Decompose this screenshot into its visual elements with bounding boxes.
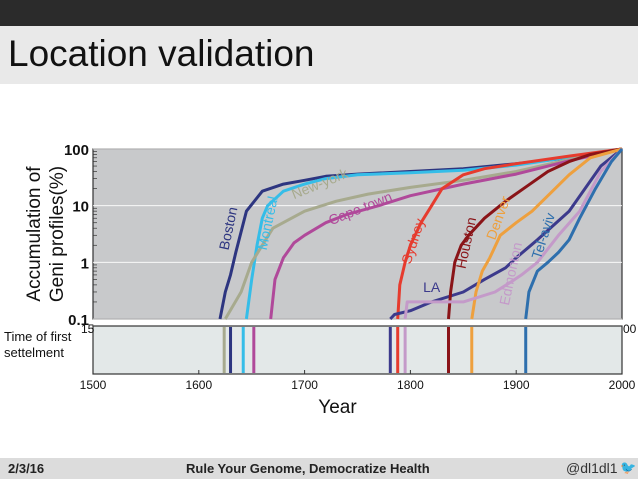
x-tick-label: 1700 — [291, 378, 318, 392]
series-line-sydney — [396, 147, 623, 320]
title-bar — [0, 26, 638, 84]
y-tick-label: 100 — [64, 142, 89, 159]
y-tick-label: 10 — [72, 199, 89, 216]
slide-title: Location validation — [8, 33, 315, 74]
settlement-panel-background — [92, 325, 623, 375]
x-tick-label: 1600 — [185, 378, 212, 392]
y-tick-label: 1 — [81, 255, 89, 272]
series-line-cape-town — [269, 147, 623, 320]
x-tick-label: 2000 — [609, 378, 636, 392]
series-label-la: LA — [423, 279, 441, 295]
plot-background — [92, 148, 623, 320]
partial-axis-label: 15 — [81, 322, 95, 336]
x-axis-label: Year — [318, 397, 357, 418]
series-line-edmonton — [403, 147, 624, 320]
y-axis-label-line1: Accumulation of — [24, 166, 45, 302]
twitter-bird-icon: 🐦 — [620, 460, 637, 475]
footer-bar — [0, 458, 638, 479]
partial-axis-label: 00 — [623, 322, 637, 336]
series-line-tel-aviv — [524, 148, 624, 320]
series-line-houston — [447, 147, 623, 320]
x-tick-label: 1500 — [80, 378, 107, 392]
main-plot — [92, 147, 624, 321]
settlement-label-line1: Time of first — [4, 329, 72, 344]
settlement-label-line2: settelment — [4, 345, 64, 360]
footer-date: 2/3/16 — [8, 461, 45, 476]
top-bar — [0, 0, 638, 26]
series-line-la — [389, 147, 623, 321]
series-line-new-york — [224, 147, 623, 320]
footer-title: Rule Your Genome, Democratize Health — [186, 461, 430, 476]
x-tick-label: 1800 — [397, 378, 424, 392]
y-tick-label: 0.1 — [68, 312, 89, 329]
y-axis-label-line2: Geni profiles(%) — [47, 166, 68, 302]
series-line-denver — [470, 147, 623, 320]
footer-handle: @dl1dl1 — [566, 460, 618, 476]
x-tick-label: 1900 — [503, 378, 530, 392]
